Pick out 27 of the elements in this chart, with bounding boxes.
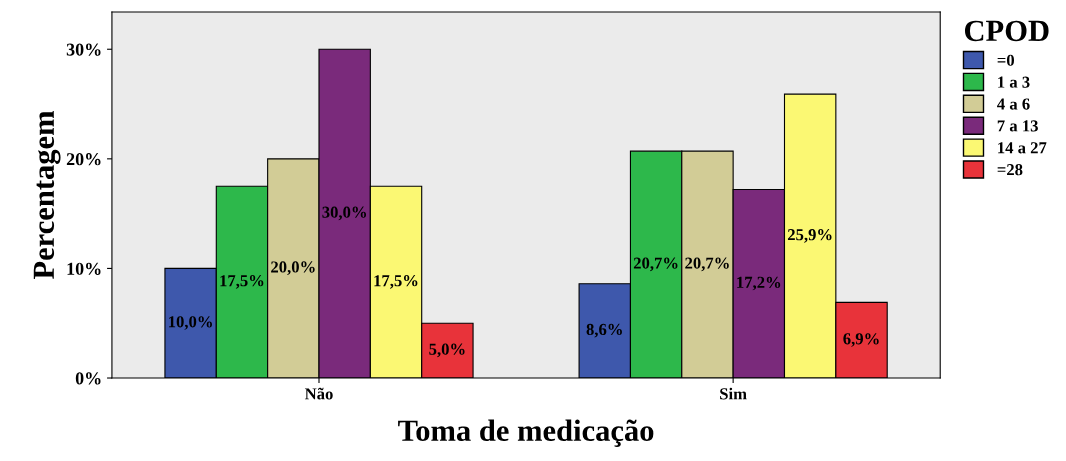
data-label: 17,5% xyxy=(374,275,418,289)
legend-label: 14 a 27 xyxy=(998,142,1047,154)
y-tick-label: 10% xyxy=(67,262,101,275)
y-tick-label: 20% xyxy=(66,153,101,166)
data-label: 5,0% xyxy=(429,343,465,358)
legend-label: 7 a 13 xyxy=(997,120,1038,132)
x-tick-label: Sim xyxy=(720,387,747,400)
legend-label: 1 a 3 xyxy=(998,76,1030,88)
data-label: 6,9% xyxy=(843,333,879,347)
legend-label: 4 a 6 xyxy=(997,98,1030,110)
data-label: 17,5% xyxy=(220,275,264,289)
legend-title: CPOD xyxy=(964,20,1049,42)
y-tick-label: 0% xyxy=(75,372,101,385)
legend-label: =28 xyxy=(997,164,1023,176)
y-axis-title: Percentagem xyxy=(33,110,61,280)
y-tick-label: 30% xyxy=(66,43,101,56)
data-label: 10,0% xyxy=(169,316,212,330)
legend-label: =0 xyxy=(997,54,1015,66)
x-axis-title: Toma de medicação xyxy=(398,419,654,448)
data-label: 30,0% xyxy=(322,206,367,221)
data-label: 20,0% xyxy=(271,261,315,276)
data-label: 20,7% xyxy=(685,257,729,272)
data-label: 25,9% xyxy=(787,229,832,243)
data-label: 17,2% xyxy=(737,276,781,291)
data-label: 8,6% xyxy=(586,323,622,338)
data-label: 20,7% xyxy=(633,257,678,272)
x-tick-label: Não xyxy=(304,387,333,400)
